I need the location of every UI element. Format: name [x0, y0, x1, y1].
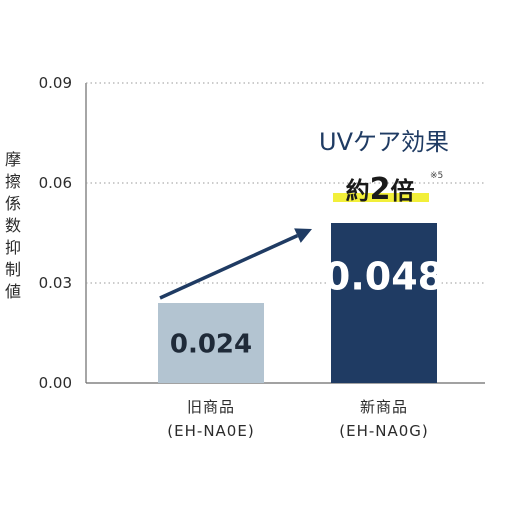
arrow-head-icon: [294, 228, 312, 243]
y-tick-label: 0.03: [39, 274, 72, 292]
y-tick-label: 0.06: [39, 174, 72, 192]
bar-value-label: 0.024: [170, 329, 252, 359]
y-axis-label-char: 擦: [5, 172, 21, 191]
category-sublabel: (EH-NA0E): [167, 422, 254, 440]
category-label: 旧商品: [187, 398, 235, 416]
bar: [331, 223, 437, 383]
y-tick-label: 0.00: [39, 374, 72, 392]
y-axis-label-char: 数: [5, 216, 21, 235]
y-axis-label-char: 制: [5, 260, 21, 279]
y-axis-label-char: 抑: [5, 238, 21, 257]
y-tick-label: 0.09: [39, 74, 72, 92]
headline: UVケア効果: [319, 128, 449, 156]
highlight-bar: [333, 193, 429, 202]
y-axis-label-char: 係: [5, 194, 21, 213]
comparison-arrow: [159, 234, 299, 300]
y-axis-label-char: 値: [5, 282, 21, 301]
bars: 0.024 0.048: [158, 223, 444, 383]
bar: [158, 303, 264, 383]
bar-value-label: 0.048: [324, 254, 444, 298]
footnote-marker: ※5: [430, 171, 443, 181]
category-sublabel: (EH-NA0G): [339, 422, 429, 440]
category-label: 新商品: [360, 398, 408, 416]
category-labels: 旧商品 (EH-NA0E) 新商品 (EH-NA0G): [167, 398, 429, 440]
y-tick-labels: 0.09 0.06 0.03 0.00: [39, 74, 72, 392]
multiplier-label: 約2倍: [346, 172, 415, 207]
y-axis-label-char: 摩: [5, 150, 21, 169]
